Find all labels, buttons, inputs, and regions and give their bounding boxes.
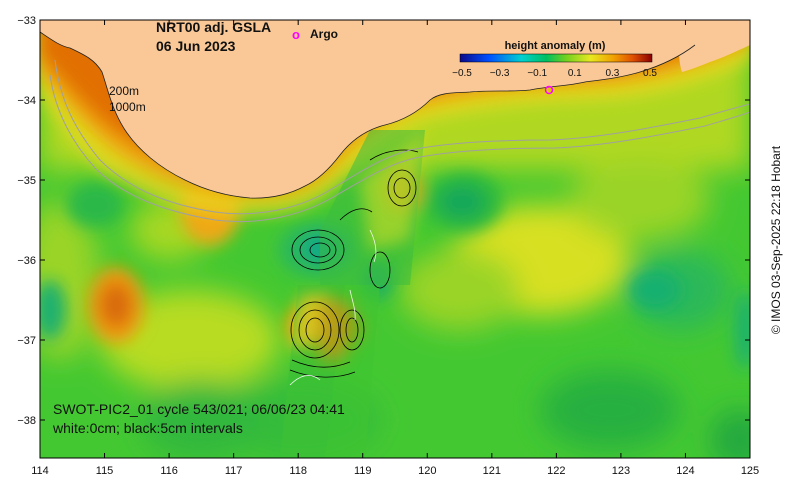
colorbar-tick-label: −0.1: [527, 68, 547, 79]
colorbar-title: height anomaly (m): [505, 40, 606, 52]
x-tick-label: 124: [676, 465, 694, 477]
isobath-label-1000m: 1000m: [109, 100, 146, 114]
y-tick-label: −38: [17, 415, 36, 427]
isobath-label-200m: 200m: [109, 84, 139, 98]
swot-pass-info: SWOT-PIC2_01 cycle 543/021; 06/06/23 04:…: [53, 401, 345, 417]
x-tick-label: 125: [741, 465, 759, 477]
swot-swath: [280, 130, 425, 458]
colorbar-tick-label: 0.5: [643, 68, 657, 79]
map-title: NRT00 adj. GSLA: [156, 19, 271, 35]
x-tick-label: 115: [96, 465, 114, 477]
x-tick-label: 120: [418, 465, 436, 477]
y-tick-label: −33: [17, 15, 36, 27]
argo-markers: [544, 85, 554, 95]
x-axis: 114 115 116 117 118 119 120 121 122 123 124 125: [31, 20, 759, 477]
colorbar: height anomaly (m) −0.5 −0.3 −0.1 0.1 0.3 0.5: [452, 40, 657, 79]
colorbar-tick-label: 0.3: [605, 68, 619, 79]
argo-legend-label: Argo: [310, 27, 338, 41]
x-tick-label: 119: [354, 465, 372, 477]
y-tick-label: −34: [17, 95, 36, 107]
y-tick-label: −37: [17, 335, 36, 347]
contour-interval-info: white:0cm; black:5cm intervals: [52, 420, 243, 436]
colorbar-tick-label: −0.3: [490, 68, 510, 79]
x-tick-label: 121: [483, 465, 501, 477]
y-tick-label: −36: [17, 255, 36, 267]
colorbar-tick-label: 0.1: [568, 68, 582, 79]
y-axis: −33 −34 −35 −36 −37 −38: [17, 15, 750, 427]
height-anomaly-field: [40, 20, 750, 458]
plot-frame: [39, 19, 751, 459]
argo-legend-marker: o: [292, 27, 300, 42]
land-mass: [40, 20, 712, 199]
land-mass-east: [678, 20, 750, 72]
x-tick-label: 117: [225, 465, 243, 477]
x-tick-label: 122: [547, 465, 565, 477]
x-tick-label: 123: [612, 465, 630, 477]
colorbar-tick-label: −0.5: [452, 68, 472, 79]
x-tick-label: 118: [289, 465, 307, 477]
x-tick-label: 114: [31, 465, 49, 477]
isobath-lines: [49, 59, 750, 223]
colorbar-scale: [459, 53, 653, 63]
copyright-note: © IMOS 03-Sep-2025 22:18 Hobart: [769, 145, 783, 334]
map-date: 06 Jun 2023: [156, 38, 236, 54]
y-tick-label: −35: [17, 175, 36, 187]
x-tick-label: 116: [160, 465, 178, 477]
